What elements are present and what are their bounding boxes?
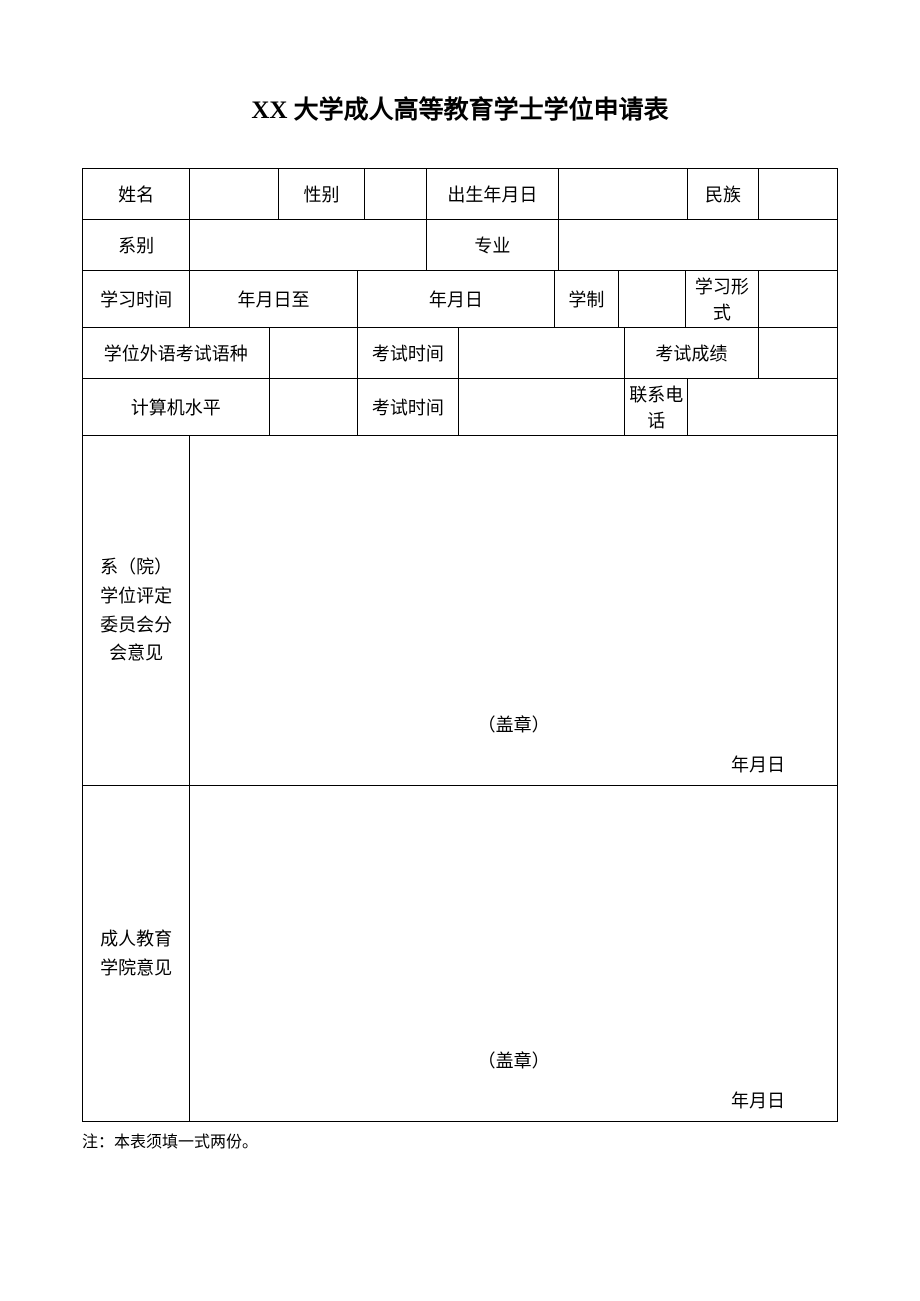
exam-lang-value	[269, 328, 357, 379]
major-value	[559, 220, 838, 271]
major-label: 专业	[426, 220, 559, 271]
contact-value	[688, 379, 838, 436]
computer-label: 计算机水平	[83, 379, 270, 436]
exam-time-label-2: 考试时间	[357, 379, 458, 436]
study-form-value	[758, 271, 837, 328]
footnote: 注：本表须填一式两份。	[82, 1128, 838, 1152]
exam-score-value	[758, 328, 837, 379]
gender-label: 性别	[278, 169, 365, 220]
name-label: 姓名	[83, 169, 190, 220]
application-form-table: 姓名 性别 出生年月日 民族 系别 专业 学习时间 年月日至 年月日 学制 学习…	[82, 168, 838, 1122]
schooling-label: 学制	[554, 271, 618, 328]
exam-time-value-2	[458, 379, 624, 436]
exam-lang-label: 学位外语考试语种	[83, 328, 270, 379]
ethnicity-label: 民族	[688, 169, 758, 220]
adult-edu-content: （盖章） 年月日	[190, 786, 838, 1122]
exam-time-label-1: 考试时间	[357, 328, 458, 379]
adult-edu-seal: （盖章）	[190, 1047, 837, 1073]
contact-label: 联系电话	[625, 379, 688, 436]
department-label: 系别	[83, 220, 190, 271]
study-to: 年月日	[357, 271, 554, 328]
birth-value	[559, 169, 688, 220]
study-form-label: 学习形式	[686, 271, 758, 328]
department-value	[190, 220, 426, 271]
birth-label: 出生年月日	[426, 169, 559, 220]
schooling-value	[619, 271, 686, 328]
adult-edu-date: 年月日	[190, 1087, 837, 1113]
exam-time-value-1	[458, 328, 624, 379]
ethnicity-value	[758, 169, 837, 220]
committee-label: 系（院）学位评定委员会分会意见	[83, 436, 190, 786]
committee-date: 年月日	[190, 751, 837, 777]
computer-value	[269, 379, 357, 436]
form-title: XX 大学成人高等教育学士学位申请表	[82, 90, 838, 126]
name-value	[190, 169, 278, 220]
adult-edu-label: 成人教育学院意见	[83, 786, 190, 1122]
committee-seal: （盖章）	[190, 711, 837, 737]
study-from: 年月日至	[190, 271, 358, 328]
committee-content: （盖章） 年月日	[190, 436, 838, 786]
study-time-label: 学习时间	[83, 271, 190, 328]
exam-score-label: 考试成绩	[625, 328, 759, 379]
gender-value	[365, 169, 426, 220]
